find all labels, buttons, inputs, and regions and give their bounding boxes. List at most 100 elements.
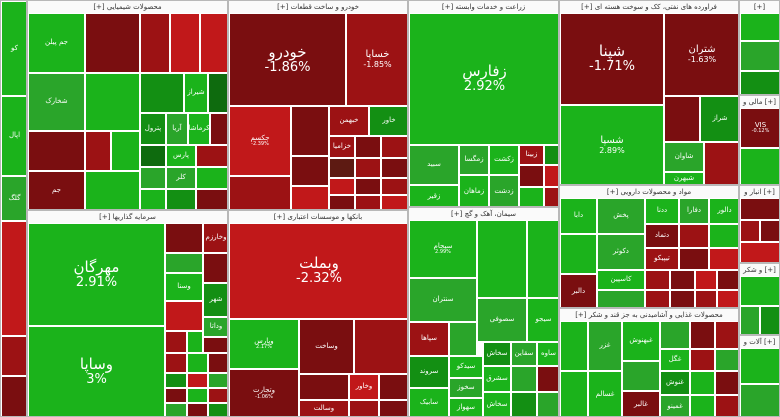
- heatmap-tile[interactable]: [85, 13, 140, 73]
- heatmap-tile[interactable]: [519, 165, 544, 187]
- heatmap-tile[interactable]: سخاش: [483, 392, 511, 416]
- heatmap-tile[interactable]: [690, 371, 715, 395]
- heatmap-tile[interactable]: شسپا 2.89%: [560, 105, 664, 184]
- heatmap-tile[interactable]: گلگ: [1, 176, 26, 221]
- heatmap-tile[interactable]: [165, 301, 203, 331]
- heatmap-tile[interactable]: ساوه: [537, 342, 558, 366]
- heatmap-tile[interactable]: [379, 374, 407, 400]
- heatmap-tile[interactable]: وتجارت -1.06%: [229, 369, 299, 416]
- sector-title[interactable]: فراورده های نفتی، کک و سوخت هسته ای [+]: [560, 1, 738, 13]
- heatmap-tile[interactable]: سصوفی: [477, 298, 527, 342]
- heatmap-tile[interactable]: شپنا -1.71%: [560, 13, 664, 105]
- heatmap-tile[interactable]: [477, 220, 527, 298]
- sector-title[interactable]: [+] انبار و: [740, 186, 779, 198]
- heatmap-tile[interactable]: [165, 373, 187, 388]
- heatmap-tile[interactable]: [208, 73, 227, 113]
- heatmap-tile[interactable]: [140, 167, 166, 189]
- heatmap-tile[interactable]: [715, 371, 738, 395]
- heatmap-tile[interactable]: خزامیا: [329, 136, 355, 158]
- heatmap-tile[interactable]: دالبر: [560, 274, 597, 307]
- heatmap-tile[interactable]: [291, 106, 329, 156]
- heatmap-tile[interactable]: خساپا -1.85%: [346, 13, 407, 106]
- sector-title[interactable]: [+] آلات و: [740, 336, 779, 348]
- heatmap-tile[interactable]: [208, 388, 227, 403]
- heatmap-tile[interactable]: وداتا: [203, 317, 227, 337]
- heatmap-tile[interactable]: [165, 331, 187, 353]
- heatmap-tile[interactable]: [354, 319, 407, 374]
- heatmap-tile[interactable]: [187, 373, 208, 388]
- heatmap-tile[interactable]: کلر: [166, 167, 196, 189]
- heatmap-tile[interactable]: [511, 366, 537, 392]
- heatmap-tile[interactable]: [740, 384, 779, 416]
- heatmap-tile[interactable]: پترول: [140, 113, 166, 145]
- sector-title[interactable]: خودرو و ساخت قطعات [+]: [229, 1, 407, 13]
- heatmap-tile[interactable]: غگل: [660, 349, 690, 371]
- heatmap-tile[interactable]: [740, 71, 779, 94]
- heatmap-tile[interactable]: [165, 353, 187, 373]
- heatmap-tile[interactable]: [140, 189, 166, 209]
- heatmap-tile[interactable]: [187, 331, 203, 353]
- heatmap-tile[interactable]: غسالم: [588, 371, 622, 416]
- heatmap-tile[interactable]: [329, 195, 355, 209]
- heatmap-tile[interactable]: [210, 113, 227, 145]
- heatmap-tile[interactable]: غزر: [588, 321, 622, 371]
- heatmap-tile[interactable]: [560, 234, 597, 274]
- heatmap-tile[interactable]: جم: [28, 171, 85, 209]
- heatmap-tile[interactable]: وسنا: [165, 273, 203, 301]
- heatmap-tile[interactable]: [85, 73, 140, 131]
- heatmap-tile[interactable]: [85, 171, 140, 209]
- heatmap-tile[interactable]: وخارزم: [203, 223, 227, 253]
- heatmap-tile[interactable]: [208, 353, 227, 373]
- heatmap-tile[interactable]: [645, 290, 670, 307]
- heatmap-tile[interactable]: [355, 158, 381, 178]
- heatmap-tile[interactable]: [381, 178, 407, 195]
- heatmap-tile[interactable]: [355, 195, 381, 209]
- heatmap-tile[interactable]: [717, 270, 738, 290]
- heatmap-tile[interactable]: زفارس 2.92%: [409, 13, 558, 145]
- heatmap-tile[interactable]: جکسم -2.39%: [229, 106, 291, 176]
- heatmap-tile[interactable]: شاوان: [664, 142, 704, 172]
- heatmap-tile[interactable]: تیپیکو: [645, 248, 679, 270]
- heatmap-tile[interactable]: [537, 392, 558, 416]
- heatmap-tile[interactable]: سخوز: [449, 378, 483, 398]
- heatmap-tile[interactable]: [709, 224, 738, 248]
- heatmap-tile[interactable]: دابا: [560, 198, 597, 234]
- heatmap-tile[interactable]: اپال: [1, 96, 26, 176]
- heatmap-tile[interactable]: وبملت -2.32%: [229, 223, 407, 319]
- heatmap-tile[interactable]: [740, 198, 779, 220]
- heatmap-tile[interactable]: [679, 224, 709, 248]
- heatmap-tile[interactable]: [645, 270, 670, 290]
- heatmap-tile[interactable]: [170, 13, 200, 73]
- heatmap-tile[interactable]: [544, 187, 558, 206]
- heatmap-tile[interactable]: شتران -1.63%: [664, 13, 738, 96]
- heatmap-tile[interactable]: سیجو: [527, 298, 558, 342]
- heatmap-tile[interactable]: کاسپین: [597, 270, 645, 290]
- heatmap-tile[interactable]: [196, 167, 227, 189]
- heatmap-tile[interactable]: [760, 306, 779, 334]
- heatmap-tile[interactable]: سروند: [409, 356, 449, 388]
- heatmap-tile[interactable]: [381, 195, 407, 209]
- sector-title[interactable]: سیمان، آهک و گچ [+]: [409, 208, 558, 220]
- heatmap-tile[interactable]: شیراز: [184, 73, 208, 113]
- heatmap-tile[interactable]: [519, 187, 544, 206]
- sector-title[interactable]: زراعت و خدمات وابسته [+]: [409, 1, 558, 13]
- heatmap-tile[interactable]: سابیک: [409, 388, 449, 416]
- heatmap-tile[interactable]: [200, 13, 227, 73]
- heatmap-tile[interactable]: [196, 145, 227, 167]
- heatmap-tile[interactable]: شخارک: [28, 73, 85, 131]
- heatmap-tile[interactable]: زماهان: [459, 175, 489, 206]
- heatmap-tile[interactable]: [140, 145, 166, 167]
- heatmap-tile[interactable]: کو: [1, 1, 26, 96]
- heatmap-tile[interactable]: [187, 403, 208, 416]
- heatmap-tile[interactable]: آریا: [166, 113, 188, 145]
- heatmap-tile[interactable]: وساپا 3%: [28, 326, 165, 416]
- heatmap-tile[interactable]: سنتران: [409, 278, 477, 322]
- sector-title[interactable]: [+] و شکر: [740, 264, 779, 276]
- heatmap-tile[interactable]: [140, 73, 184, 113]
- heatmap-tile[interactable]: [704, 142, 738, 184]
- heatmap-tile[interactable]: [715, 349, 738, 371]
- heatmap-tile[interactable]: [111, 131, 140, 171]
- heatmap-tile[interactable]: [291, 156, 329, 186]
- heatmap-tile[interactable]: [196, 189, 227, 209]
- heatmap-tile[interactable]: [166, 189, 196, 209]
